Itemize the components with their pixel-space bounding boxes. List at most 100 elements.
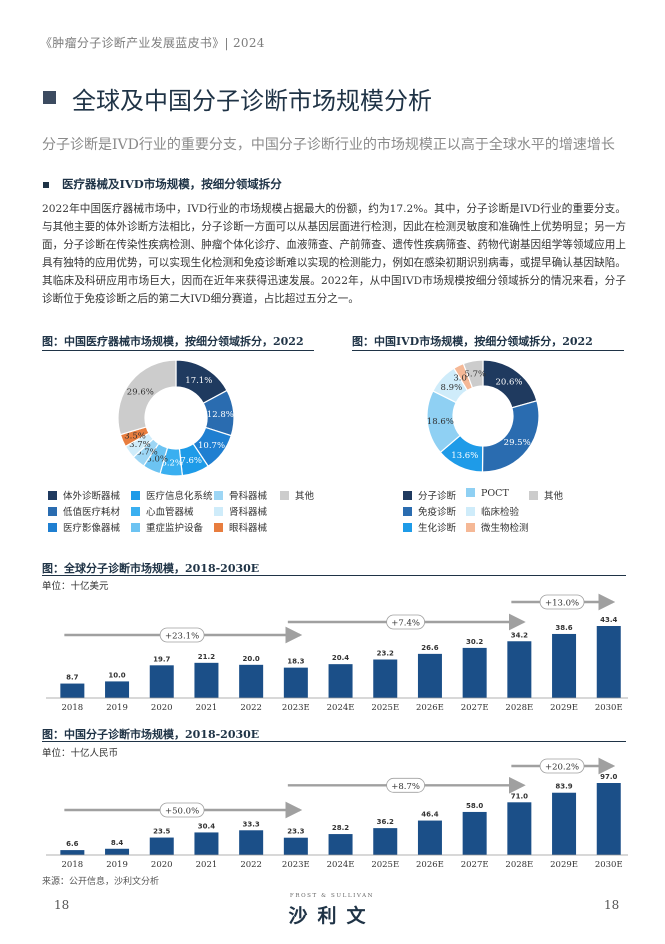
pie1-legend-item: 低值医疗耗材	[48, 504, 120, 518]
pie1-legend-item: 其他	[280, 488, 314, 502]
legend-swatch	[280, 491, 289, 500]
legend-swatch	[466, 507, 475, 516]
bar1-growth-pill-2	[539, 594, 585, 610]
bar2-category-12: 2030E	[595, 860, 623, 870]
pie2-label-4: 8.9%	[441, 383, 463, 393]
bar1-unit: 单位：十亿美元	[42, 581, 109, 592]
bar1-category-3: 2021	[196, 703, 218, 713]
pie2-label-5: 3.0%	[453, 373, 475, 383]
legend-label: 微生物检测	[481, 523, 529, 534]
bar1-bar-4	[239, 664, 264, 698]
bar2-category-2: 2020	[151, 860, 173, 870]
bar1-chart: 8.7 2018 10.0 2019 19.7 2020 21.2 2021 20.0 2022 1…	[46, 593, 628, 713]
bar2-category-11: 2029E	[550, 860, 578, 870]
legend-swatch	[403, 507, 412, 516]
legend-label: POCT	[481, 488, 509, 499]
legend-label: 其他	[544, 491, 564, 502]
pie1-legend-item: 眼科器械	[214, 520, 267, 534]
bar1-category-2: 2020	[151, 703, 173, 713]
bar2-value-8: 46.4	[421, 811, 438, 819]
page-subtitle: 分子诊断是IVD行业的重要分支，中国分子诊断行业的市场规模正以高于全球水平的增速…	[42, 137, 615, 153]
bar1-category-1: 2019	[106, 703, 128, 713]
pie2-label-6: 5.7%	[465, 370, 487, 380]
bar1-bar-2	[149, 665, 174, 698]
bar2-category-9: 2027E	[461, 860, 489, 870]
bar2-bar-0	[60, 850, 85, 855]
bar2-category-7: 2025E	[371, 860, 399, 870]
legend-label: 低值医疗耗材	[63, 507, 121, 518]
pie1-label-9: 29.6%	[127, 387, 154, 397]
pie2-legend-item: 免疫诊断	[403, 504, 456, 518]
page-number-right: 18	[604, 898, 620, 912]
pie2-legend-item: POCT	[466, 488, 509, 499]
pie1-chart: 17.1%12.8%10.7%7.6%6.2%5.0%3.7%3.7%3.5%2…	[117, 359, 235, 477]
legend-label: 心血管器械	[146, 507, 194, 518]
pie2-legend-item: 微生物检测	[466, 520, 529, 534]
bar1-growth-label-2: +13.0%	[545, 599, 579, 609]
bar2-value-0: 6.6	[66, 840, 79, 848]
bar1-bar-12	[596, 626, 621, 698]
bar1-growth-label-0: +23.1%	[165, 632, 199, 642]
legend-swatch	[131, 523, 140, 532]
bar1-bar-7	[373, 659, 398, 698]
frost-sullivan-logo-cn: 沙利文	[288, 905, 376, 927]
bar1-bar-1	[105, 681, 130, 698]
legend-label: 临床检验	[481, 507, 520, 518]
legend-label: 肾科器械	[229, 507, 268, 518]
legend-swatch	[214, 491, 223, 500]
pie1-legend-item: 肾科器械	[214, 504, 267, 518]
legend-label: 分子诊断	[418, 491, 457, 502]
legend-swatch	[48, 491, 57, 500]
document-header: 《肿瘤分子诊断产业发展蓝皮书》| 2024	[40, 36, 265, 50]
bar2-value-5: 23.3	[287, 828, 304, 836]
bar2-value-11: 83.9	[555, 783, 572, 791]
bar2-bar-4	[239, 830, 264, 855]
bar2-bar-6	[328, 834, 353, 855]
bar1-value-10: 34.2	[511, 631, 528, 639]
bar1-value-2: 19.7	[153, 655, 170, 663]
pie1-label-2: 10.7%	[198, 441, 225, 451]
bar1-value-6: 20.4	[332, 654, 349, 662]
pie2-legend-item: 分子诊断	[403, 488, 456, 502]
bar1-value-4: 20.0	[243, 655, 260, 663]
bar1-value-8: 26.6	[421, 644, 438, 652]
legend-label: 体外诊断器械	[63, 491, 121, 502]
pie1-label-8: 3.5%	[124, 431, 146, 441]
pie1-label-1: 12.8%	[207, 410, 234, 420]
bar1-bar-6	[328, 664, 353, 698]
pie2-legend: 分子诊断 POCT 其他 免疫诊断 临床检验 生化诊断 微生物检测	[403, 488, 633, 536]
legend-swatch	[403, 491, 412, 500]
bar1-value-9: 30.2	[466, 638, 483, 646]
bar1-bar-8	[417, 653, 442, 698]
bar1-category-8: 2026E	[416, 703, 444, 713]
bar1-bar-0	[60, 683, 85, 698]
legend-swatch	[214, 523, 223, 532]
legend-label: 医疗影像器械	[63, 523, 121, 534]
section-title: 医疗器械及IVD市场规模，按细分领域拆分	[62, 177, 282, 191]
bar1-bar-10	[507, 641, 532, 698]
bar1-category-7: 2025E	[371, 703, 399, 713]
bar2-value-10: 71.0	[511, 792, 528, 800]
bar1-category-11: 2029E	[550, 703, 578, 713]
bar2-category-10: 2028E	[505, 860, 533, 870]
bar1-bar-3	[194, 662, 219, 698]
pie1-legend-item: 医疗信息化系统	[131, 488, 213, 502]
bar2-value-3: 30.4	[198, 822, 215, 830]
bar1-category-12: 2030E	[595, 703, 623, 713]
bar1-bar-5	[283, 667, 308, 698]
pie1-label-4: 6.2%	[161, 458, 183, 468]
title-marker	[43, 91, 56, 104]
page-number-left: 18	[54, 898, 70, 912]
bar2-growth-pill-1	[386, 777, 426, 793]
bar2-value-2: 23.5	[153, 828, 170, 836]
bar2-bar-3	[194, 832, 219, 855]
bar2-bar-10	[507, 802, 532, 855]
bar2-growth-pill-2	[539, 758, 585, 774]
legend-swatch	[131, 491, 140, 500]
pie2-label-2: 13.6%	[451, 451, 478, 461]
bar1-category-5: 2023E	[282, 703, 310, 713]
legend-label: 骨科器械	[229, 491, 268, 502]
pie1-legend-item: 重症监护设备	[131, 520, 203, 534]
bar1-title: 图：全球分子诊断市场规模，2018-2030E	[42, 562, 260, 575]
